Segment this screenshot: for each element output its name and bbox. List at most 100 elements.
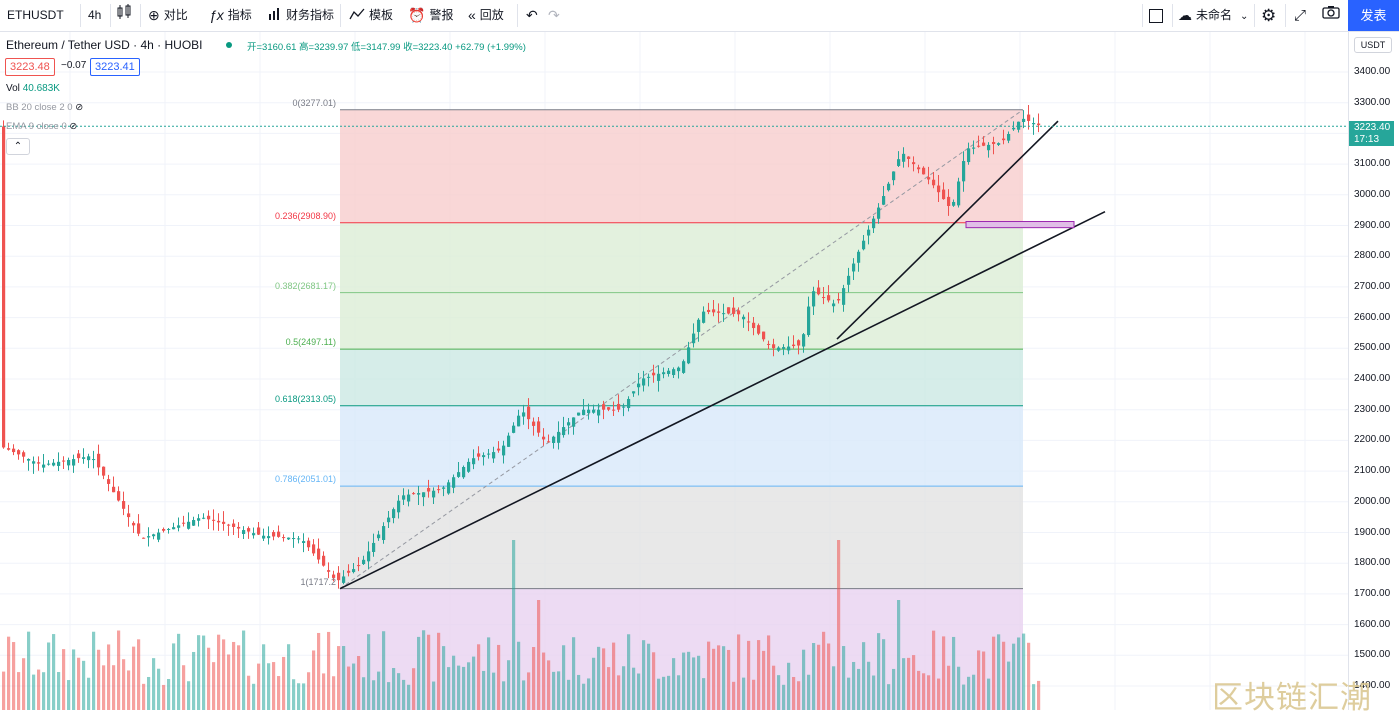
ema-indicator-legend[interactable]: EMA 9 close 0 ⊘ — [6, 121, 77, 132]
fib-zone — [340, 109, 1023, 223]
financials-button[interactable]: 财务指标 — [268, 0, 334, 31]
ohlc-text: 开=3160.61 高=3239.97 低=3147.99 收=3223.40 … — [247, 42, 526, 53]
candle-body — [472, 458, 476, 465]
volume-bar — [262, 644, 266, 710]
candle-body — [947, 196, 951, 207]
candle-body — [342, 576, 346, 583]
candle-body — [237, 526, 241, 529]
fullscreen-button[interactable]: ⤢ — [1294, 0, 1306, 31]
volume-bar — [217, 634, 221, 710]
layout-name-button[interactable]: ☁ 未命名 ⌄ — [1178, 0, 1248, 31]
volume-bar — [567, 679, 571, 710]
candle-body — [817, 287, 821, 295]
candle-body — [92, 459, 96, 461]
volume-bar — [322, 673, 326, 710]
undo-button[interactable]: ↶ — [526, 0, 542, 31]
interval-button[interactable]: 4h — [88, 0, 101, 31]
replay-button[interactable]: «回放 — [468, 0, 504, 31]
fullscreen-square-button[interactable] — [1149, 0, 1163, 31]
candle-body — [102, 466, 106, 476]
candle-body — [577, 412, 581, 416]
candle-body — [982, 142, 986, 146]
volume-bar — [1002, 641, 1006, 710]
price-tick-label: 2000.00 — [1354, 495, 1391, 507]
trend-line[interactable] — [339, 210, 1106, 590]
trend-line[interactable] — [836, 120, 1059, 340]
candle-body — [222, 521, 226, 524]
divider — [1254, 4, 1255, 27]
volume-bar — [1022, 633, 1026, 710]
candle-body — [397, 500, 401, 513]
chart-type-button[interactable] — [117, 0, 135, 31]
indicators-button[interactable]: ƒx 指标 — [209, 0, 252, 31]
candle-body — [607, 407, 611, 410]
redo-button[interactable]: ↷ — [548, 0, 564, 31]
volume-bar — [242, 630, 246, 710]
volume-bar — [232, 641, 236, 710]
candle-body — [717, 311, 721, 313]
volume-bar — [147, 676, 151, 710]
symbol-search[interactable]: ETHUSDT — [7, 0, 64, 31]
interval-label: 4h — [88, 8, 102, 22]
bid-price[interactable]: 3223.48 — [5, 58, 55, 76]
volume-bar — [562, 645, 566, 710]
templates-button[interactable]: 模板 — [349, 0, 393, 31]
currency-badge[interactable]: USDT — [1354, 37, 1392, 53]
candle-body — [242, 530, 246, 535]
bb-indicator-legend[interactable]: BB 20 close 2 0 ⊘ — [6, 102, 83, 113]
fib-level-label: 0.236(2908.90) — [274, 210, 336, 221]
candle-body — [167, 528, 171, 530]
eye-off-icon[interactable]: ⊘ — [75, 102, 84, 113]
templates-label: 模板 — [369, 8, 394, 22]
volume-bar — [972, 674, 976, 710]
candle-body — [402, 495, 406, 500]
candle-body — [532, 421, 536, 426]
volume-bar — [467, 662, 471, 710]
price-tick-label: 3400.00 — [1354, 66, 1391, 77]
volume-bar — [377, 671, 381, 710]
volume-bar — [17, 672, 21, 710]
volume-bar — [707, 641, 711, 710]
candle-body — [267, 536, 271, 539]
candle-body — [337, 572, 341, 581]
volume-bar — [412, 668, 416, 710]
volume-bar — [187, 681, 191, 710]
candle-body — [427, 488, 431, 492]
ema-label: EMA 9 close 0 — [6, 121, 67, 132]
publish-button[interactable]: 发表 — [1348, 0, 1399, 31]
candle-body — [207, 515, 211, 520]
expand-icon: ⤢ — [1294, 7, 1307, 24]
candle-body — [747, 321, 751, 323]
volume-bar — [72, 649, 76, 710]
settings-button[interactable]: ⚙ — [1261, 0, 1280, 31]
snapshot-button[interactable] — [1322, 0, 1340, 31]
candle-body — [687, 347, 691, 364]
candle-body — [347, 570, 351, 573]
volume-bar — [522, 680, 526, 710]
fib-trend-line[interactable] — [339, 109, 1024, 590]
compare-button[interactable]: ⊕ 对比 — [148, 0, 188, 31]
fib-zone — [340, 222, 1023, 293]
candle-body — [662, 372, 666, 375]
volume-bar — [672, 658, 676, 710]
volume-bar — [717, 645, 721, 710]
volume-bar — [857, 668, 861, 710]
volume-bar — [907, 657, 911, 710]
volume-legend[interactable]: Vol 40.683K — [6, 83, 60, 94]
volume-bar — [142, 683, 146, 710]
highlight-rectangle[interactable] — [965, 221, 1075, 229]
fib-zone — [340, 349, 1023, 406]
candle-body — [137, 523, 141, 534]
ask-price[interactable]: 3223.41 — [90, 58, 140, 76]
alert-button[interactable]: ⏰ 警报 — [408, 0, 453, 31]
volume-bar — [967, 676, 971, 710]
candle-body — [802, 334, 806, 347]
volume-bar — [947, 665, 951, 710]
eye-off-icon[interactable]: ⊘ — [69, 121, 78, 132]
price-chart[interactable] — [0, 32, 1348, 710]
volume-bar — [727, 649, 731, 710]
candle-body — [967, 148, 971, 163]
layout-name-label: 未命名 — [1196, 8, 1233, 22]
volume-bar — [167, 679, 171, 710]
collapse-legend-button[interactable]: ⌃ — [6, 138, 30, 155]
